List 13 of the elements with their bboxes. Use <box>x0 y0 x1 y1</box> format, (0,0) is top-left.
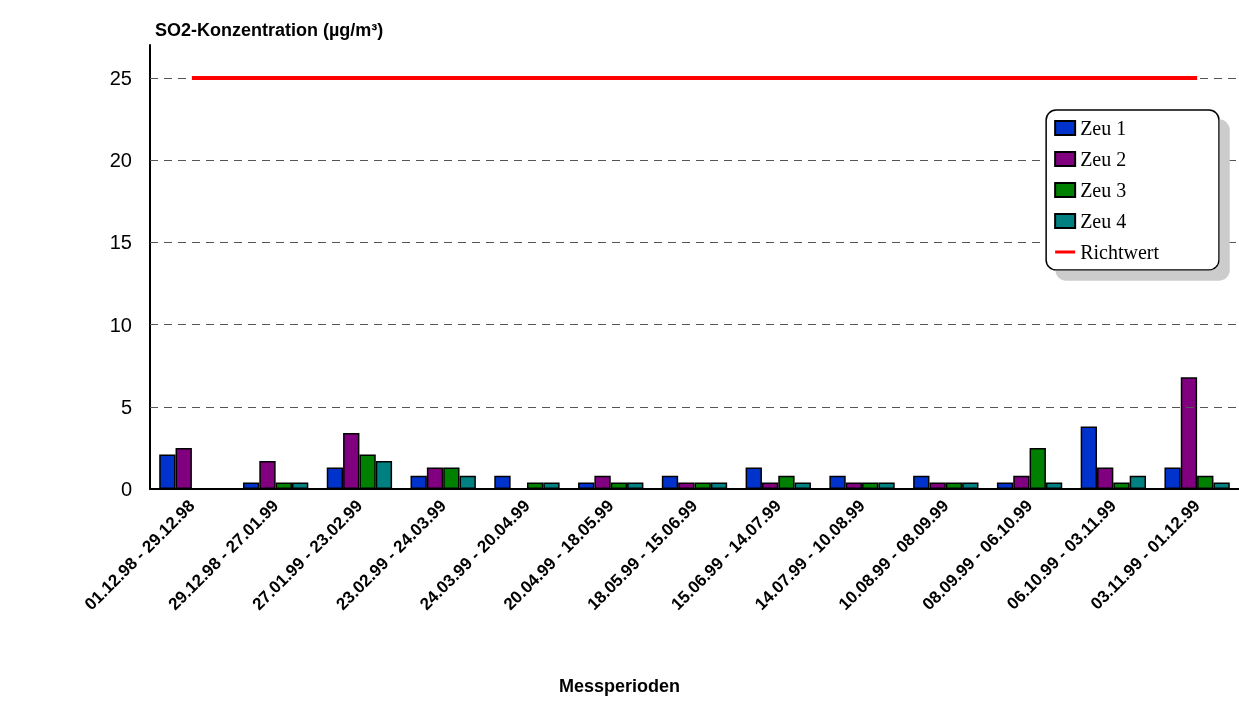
legend-label: Zeu 4 <box>1080 210 1127 232</box>
y-tick-label: 5 <box>120 395 132 418</box>
y-tick-label: 25 <box>109 66 132 89</box>
y-tick-label: 10 <box>109 313 132 336</box>
legend-label: Richtwert <box>1080 241 1160 263</box>
y-tick-label: 20 <box>109 149 132 172</box>
legend-label: Zeu 3 <box>1080 179 1127 201</box>
y-axis-title: SO2-Konzentration (µg/m³) <box>155 20 384 40</box>
y-tick-label: 15 <box>109 231 132 254</box>
x-axis-title: Messperioden <box>558 676 681 696</box>
y-tick-label: 0 <box>120 478 132 500</box>
legend-label: Zeu 1 <box>1080 117 1127 139</box>
legend-label: Zeu 2 <box>1080 148 1127 170</box>
